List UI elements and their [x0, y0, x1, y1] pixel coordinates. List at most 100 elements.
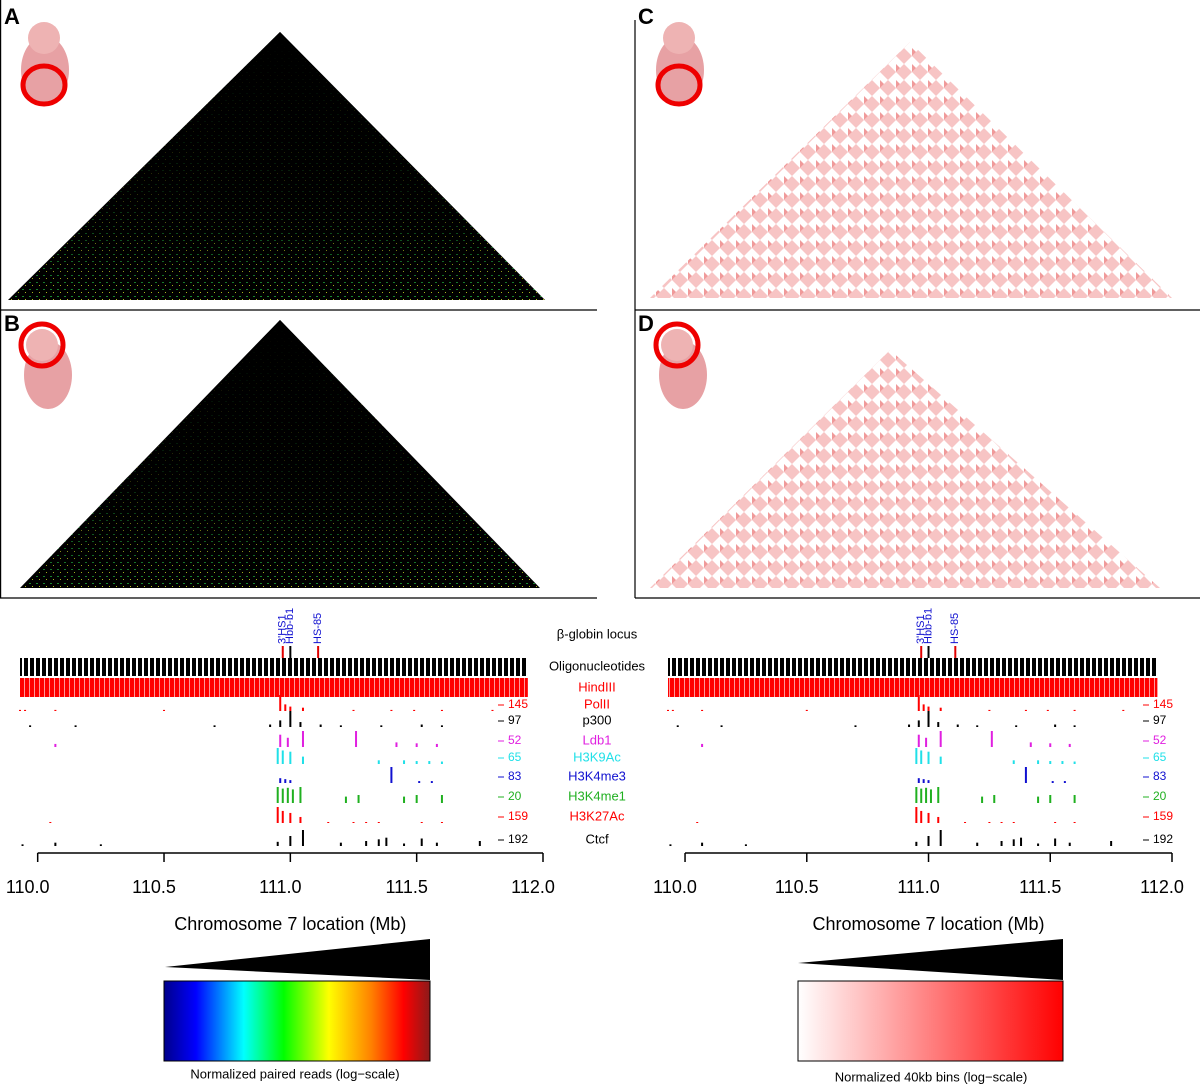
x-axis-title: Chromosome 7 location (Mb)	[174, 914, 406, 934]
signal-peak	[667, 709, 669, 711]
signal-peak	[286, 787, 289, 803]
signal-peak	[915, 841, 918, 846]
signal-peak	[1037, 760, 1040, 764]
signal-peak	[1000, 841, 1003, 846]
signal-peak	[289, 751, 292, 764]
hindiii-track	[668, 678, 1158, 697]
signal-peak	[49, 821, 52, 823]
signal-peak	[917, 734, 920, 747]
signal-peak	[54, 842, 57, 846]
signal-peak	[357, 795, 360, 803]
signal-peak	[1073, 821, 1076, 823]
signal-peak	[1054, 821, 1057, 823]
signal-peak	[1061, 761, 1064, 764]
signal-peak	[395, 742, 398, 747]
signal-peak	[1073, 725, 1076, 727]
x-tick-label: 111.0	[897, 877, 939, 897]
signal-peak	[413, 709, 416, 711]
signal-peak	[478, 841, 481, 846]
signal-peak	[299, 816, 302, 823]
signal-peak	[1110, 841, 1113, 846]
signal-peak	[676, 725, 679, 727]
signal-peak	[927, 711, 930, 727]
signal-peak	[279, 720, 282, 727]
signal-peak	[21, 844, 24, 846]
signal-peak	[365, 821, 368, 823]
hindiii-track	[20, 678, 528, 697]
signal-peak	[365, 841, 368, 846]
panel-letter: B	[4, 311, 20, 336]
heatmap-c	[650, 42, 1172, 298]
signal-peak	[920, 750, 923, 764]
signal-peak	[939, 707, 942, 711]
signal-peak	[993, 795, 996, 803]
signal-peak	[403, 796, 406, 803]
signal-peak	[927, 836, 930, 846]
panel-frames	[0, 0, 1200, 599]
signal-peak	[281, 788, 284, 803]
signal-peak	[937, 787, 940, 803]
x-tick-label: 111.0	[259, 877, 301, 897]
x-tick-label: 110.5	[775, 877, 819, 897]
signal-peak	[925, 787, 928, 803]
signal-peak	[939, 830, 942, 846]
track-label: H3K4me1	[568, 788, 626, 803]
signal-peak	[956, 724, 959, 727]
signal-peak	[284, 779, 287, 783]
signal-peak	[339, 842, 342, 846]
signal-peak	[1054, 838, 1057, 846]
signal-peak	[927, 812, 930, 823]
signal-peak	[920, 788, 923, 803]
signal-peak	[1037, 796, 1040, 803]
signal-peak	[939, 756, 942, 764]
oligo-track	[668, 658, 1158, 676]
signal-peak	[319, 724, 322, 727]
signal-peak	[352, 821, 355, 823]
track-max: 192	[1153, 832, 1173, 846]
signal-peak	[403, 760, 406, 764]
colorbar-label: Normalized paired reads (log−scale)	[190, 1066, 399, 1081]
signal-peak	[937, 816, 940, 823]
signal-peak	[279, 778, 282, 783]
signal-peak	[669, 844, 672, 846]
track-max: 97	[508, 713, 522, 727]
signal-peak	[701, 743, 704, 747]
locus-label: 3'HS1	[915, 614, 927, 644]
oligo-track	[20, 658, 528, 676]
signal-peak	[1073, 709, 1076, 711]
signal-peak	[440, 795, 443, 803]
signal-peak	[29, 725, 32, 727]
signal-peak	[917, 695, 920, 711]
signal-peak	[440, 725, 443, 727]
signal-peak	[917, 778, 920, 783]
signal-peak	[299, 787, 302, 803]
signal-peak	[415, 761, 418, 764]
signal-peak	[19, 709, 21, 711]
signal-peak	[937, 722, 940, 727]
signal-peak	[939, 731, 942, 747]
signal-peak	[1051, 781, 1054, 783]
signal-peak	[1012, 839, 1015, 846]
signal-peak	[377, 839, 380, 846]
signal-peak	[920, 810, 923, 823]
x-tick-label: 110.0	[6, 877, 50, 897]
signal-peak	[420, 821, 423, 823]
signal-peak	[415, 743, 418, 747]
signal-peak	[428, 761, 431, 764]
signal-peak	[922, 779, 925, 783]
signal-peak	[284, 704, 287, 711]
signal-peak	[435, 842, 438, 846]
locus-label: 3'HS1	[277, 614, 289, 644]
track-label: HindIII	[578, 679, 616, 694]
signal-peak	[491, 709, 494, 711]
signal-peak	[440, 709, 443, 711]
signal-peak	[1068, 842, 1071, 846]
locus-label: Hbb-b1	[284, 608, 296, 644]
track-max: 65	[1153, 750, 1167, 764]
signal-peak	[1054, 724, 1057, 727]
signal-peak	[390, 767, 393, 783]
signal-peak	[854, 725, 857, 727]
signal-peak	[301, 830, 304, 846]
signal-peak	[1063, 781, 1066, 783]
signal-peak	[1024, 767, 1027, 783]
